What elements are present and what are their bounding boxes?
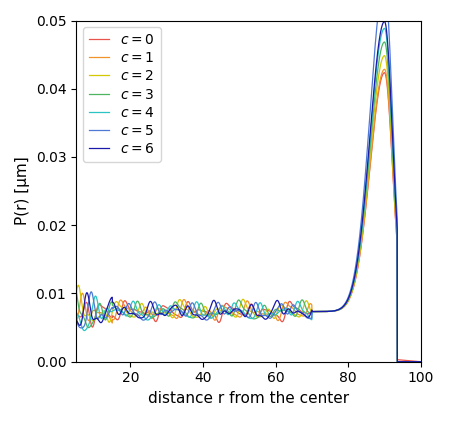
Line: $c = 0$: $c = 0$ [76, 73, 421, 362]
$c = 0$ [241, 312, 247, 317]
$c = 4$ [408, 359, 414, 364]
$c = 6$ [418, 359, 423, 364]
$c = 4$ [91, 298, 97, 304]
$c = 6$ [382, 19, 387, 24]
$c = 1$ [91, 308, 97, 313]
$c = 5$ [241, 312, 247, 317]
$c = 5$ [418, 359, 423, 364]
$c = 1$ [395, 359, 400, 364]
$c = 1$ [232, 312, 237, 317]
$c = 4$ [409, 359, 414, 364]
$c = 2$ [91, 318, 97, 323]
$c = 2$ [232, 314, 237, 319]
$c = 3$ [408, 359, 414, 364]
$c = 3$ [91, 318, 97, 323]
$c = 0$ [345, 300, 350, 305]
$c = 5$ [395, 359, 400, 364]
$c = 4$ [232, 301, 237, 306]
$c = 0$ [232, 307, 237, 312]
$c = 1$ [409, 359, 414, 364]
$c = 6$ [395, 359, 400, 364]
Line: $c = 6$: $c = 6$ [76, 21, 421, 362]
$c = 1$ [408, 359, 414, 364]
$c = 6$ [408, 359, 414, 364]
$c = 4$ [73, 309, 79, 314]
$c = 3$ [232, 309, 237, 314]
$c = 6$ [345, 298, 350, 303]
$c = 4$ [382, 26, 387, 31]
$c = 2$ [345, 299, 350, 304]
$c = 5$ [73, 317, 79, 322]
$c = 2$ [408, 359, 414, 364]
Line: $c = 2$: $c = 2$ [76, 56, 421, 362]
$c = 2$ [395, 359, 400, 364]
$c = 2$ [241, 297, 247, 302]
$c = 0$ [418, 359, 423, 364]
$c = 3$ [395, 359, 400, 364]
$c = 1$ [345, 300, 350, 305]
$c = 5$ [345, 296, 350, 301]
Y-axis label: P(r) [μm]: P(r) [μm] [15, 157, 30, 226]
$c = 6$ [73, 317, 79, 322]
$c = 6$ [241, 313, 247, 318]
$c = 3$ [382, 40, 387, 45]
$c = 5$ [91, 298, 97, 303]
$c = 5$ [408, 359, 414, 364]
$c = 6$ [91, 317, 97, 322]
$c = 2$ [382, 53, 387, 58]
$c = 1$ [418, 359, 423, 364]
$c = 4$ [395, 359, 400, 364]
Legend: $c = 0$, $c = 1$, $c = 2$, $c = 3$, $c = 4$, $c = 5$, $c = 6$: $c = 0$, $c = 1$, $c = 2$, $c = 3$, $c =… [83, 27, 161, 162]
$c = 1$ [73, 320, 79, 325]
$c = 3$ [345, 298, 350, 304]
$c = 4$ [418, 359, 423, 364]
$c = 1$ [382, 67, 387, 72]
$c = 5$ [232, 309, 237, 314]
Line: $c = 4$: $c = 4$ [76, 28, 421, 362]
$c = 0$ [408, 358, 414, 363]
$c = 2$ [73, 293, 79, 298]
$c = 3$ [73, 287, 79, 292]
$c = 5$ [409, 359, 414, 364]
$c = 2$ [418, 359, 423, 364]
Line: $c = 3$: $c = 3$ [76, 42, 421, 362]
Line: $c = 5$: $c = 5$ [76, 0, 421, 362]
$c = 3$ [418, 359, 423, 364]
$c = 4$ [241, 310, 247, 315]
$c = 6$ [409, 359, 414, 364]
$c = 0$ [382, 70, 387, 75]
$c = 0$ [91, 322, 97, 328]
$c = 0$ [408, 358, 414, 363]
$c = 3$ [241, 306, 247, 311]
X-axis label: distance r from the center: distance r from the center [148, 391, 349, 406]
$c = 3$ [409, 359, 414, 364]
$c = 2$ [409, 359, 414, 364]
$c = 1$ [241, 307, 247, 312]
$c = 0$ [73, 312, 79, 317]
Line: $c = 1$: $c = 1$ [76, 69, 421, 362]
$c = 4$ [345, 298, 350, 303]
$c = 6$ [232, 306, 237, 312]
